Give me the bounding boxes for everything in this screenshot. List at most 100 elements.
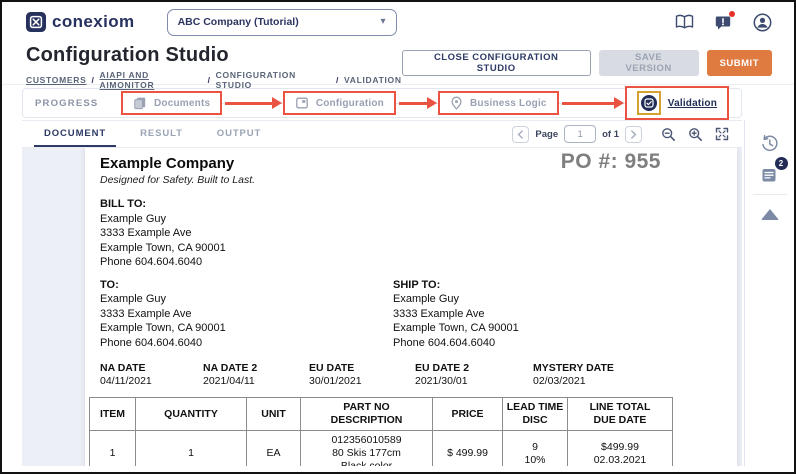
chevron-down-icon: ▾: [380, 16, 386, 27]
breadcrumb-item[interactable]: CUSTOMERS: [26, 75, 87, 85]
date-field: EU DATE 2 2021/30/01: [415, 362, 470, 387]
collapse-button[interactable]: [753, 198, 787, 230]
zoom-out-icon[interactable]: [660, 126, 676, 142]
po-table-cell: $ 499.99: [432, 430, 503, 466]
pagination-controls: Page of 1: [512, 121, 730, 147]
user-account-icon[interactable]: [752, 12, 772, 32]
page-header: Configuration Studio CUSTOMERS / AIAPI AND…: [2, 42, 794, 90]
docs-book-icon[interactable]: [674, 12, 694, 32]
conexiom-logo-icon: [26, 12, 46, 32]
dates-row: NA DATE 04/11/2021 NA DATE 2 2021/04/11 EU D…: [100, 362, 722, 389]
document-viewer: DOCUMENT RESULT OUTPUT Page of 1: [22, 120, 742, 466]
date-field: NA DATE 04/11/2021: [100, 362, 152, 387]
close-configuration-studio-button[interactable]: CLOSE CONFIGURATION STUDIO: [401, 50, 591, 76]
next-page-button[interactable]: [625, 125, 642, 143]
breadcrumb-item[interactable]: AIAPI AND AIMONITOR: [99, 70, 155, 90]
save-version-button: SAVE VERSION: [598, 50, 699, 76]
triangle-up-icon: [760, 208, 779, 220]
po-table-cell: 9 10%: [502, 430, 568, 466]
notifications-icon[interactable]: [713, 11, 735, 32]
document-canvas: Example Company Designed for Safety. Bui…: [22, 148, 742, 466]
history-button[interactable]: [753, 127, 787, 159]
previous-page-button[interactable]: [512, 125, 530, 143]
documents-icon: [134, 97, 146, 110]
ship-to-lines: Example Guy 3333 Example Ave Example Town,…: [393, 293, 519, 349]
po-table-body: 1 1 EA 012356010589 80 Skis 177cm Black color…: [89, 430, 673, 466]
fullscreen-icon[interactable]: [714, 126, 730, 142]
notes-count-badge: 2: [774, 157, 788, 170]
progress-label: PROGRESS: [35, 97, 99, 109]
viewer-section: DOCUMENT RESULT OUTPUT Page of 1: [2, 120, 794, 466]
progress-step-label: Validation: [667, 97, 717, 109]
po-table-header-cell: LINE TOTAL DUE DATE: [567, 397, 673, 431]
po-table-cell: 012356010589 80 Skis 177cm Black color: [300, 430, 433, 466]
po-table-row: 1 1 EA 012356010589 80 Skis 177cm Black color…: [89, 430, 673, 466]
po-table-header-cell: ITEM: [89, 397, 136, 431]
po-line-items-table: ITEM QUANTITY UNIT PART NO DESCRIPTION PRICE L…: [89, 397, 673, 466]
validation-highlight-box: [636, 91, 661, 115]
po-table-cell: $499.99 02.03.2021: [567, 430, 673, 466]
business-logic-icon: [451, 96, 462, 110]
progress-step-documents[interactable]: Documents: [121, 91, 223, 115]
top-bar-icons: [674, 11, 772, 32]
title-block: Configuration Studio CUSTOMERS / AIAPI AND…: [26, 44, 402, 90]
page-of-label: of 1: [602, 128, 619, 140]
progress-step-label: Configuration: [315, 97, 384, 109]
progress-step-configuration[interactable]: Configuration: [282, 91, 396, 115]
company-selector-dropdown[interactable]: ABC Company (Tutorial) ▾: [166, 8, 397, 36]
ship-to-heading: SHIP TO:: [393, 278, 441, 291]
po-table-cell: EA: [246, 430, 301, 466]
zoom-tools: [660, 126, 730, 142]
po-table-cell: 1: [135, 430, 247, 466]
history-icon: [762, 134, 778, 151]
progress-section: PROGRESS Documents Configuration: [2, 84, 794, 120]
bill-to-block: BILL TO: Example Guy 3333 Example Ave Exam…: [100, 197, 722, 270]
tab-output[interactable]: OUTPUT: [216, 127, 262, 139]
po-table-header-cell: LEAD TIME DISC: [502, 397, 568, 431]
bill-to-heading: BILL TO:: [100, 198, 147, 210]
breadcrumb-item: CONFIGURATION STUDIO: [215, 70, 296, 90]
progress-step-label: Business Logic: [469, 97, 547, 109]
right-toolbar: 2: [744, 120, 794, 466]
progress-step-business-logic[interactable]: Business Logic: [437, 91, 559, 115]
company-selector-value: ABC Company (Tutorial): [177, 16, 299, 28]
notification-dot: [729, 11, 735, 17]
conexiom-logo: conexiom: [26, 12, 135, 32]
to-heading: TO:: [100, 278, 119, 291]
viewer-tabs: DOCUMENT RESULT OUTPUT Page of 1: [22, 120, 742, 148]
po-table-header-cell: PRICE: [432, 397, 503, 431]
progress-step-validation[interactable]: Validation: [624, 86, 729, 120]
date-field: MYSTERY DATE 02/03/2021: [533, 362, 614, 387]
ship-to-block: SHIP TO: Example Guy 3333 Example Ave Exam…: [393, 278, 519, 351]
document-tagline: Designed for Safety. Built to Last.: [100, 174, 256, 186]
annotation-arrow: [222, 90, 283, 116]
submit-button[interactable]: SUBMIT: [706, 50, 772, 76]
configuration-icon: [295, 97, 308, 109]
page-number-input[interactable]: [564, 125, 597, 143]
po-table-header-cell: UNIT: [246, 397, 301, 431]
header-actions: CLOSE CONFIGURATION STUDIO SAVE VERSION …: [401, 50, 772, 76]
notes-button[interactable]: 2: [753, 157, 788, 191]
page-label: Page: [535, 128, 559, 140]
breadcrumb-item: VALIDATION: [344, 75, 402, 85]
bill-to-lines: Example Guy 3333 Example Ave Example Town,…: [100, 212, 226, 269]
brand-name: conexiom: [52, 12, 135, 31]
zoom-in-icon[interactable]: [687, 126, 703, 142]
breadcrumb: CUSTOMERS / AIAPI AND AIMONITOR / CONFIGURAT…: [26, 70, 402, 90]
annotation-arrow: [395, 90, 438, 116]
tab-document[interactable]: DOCUMENT: [34, 121, 117, 147]
annotation-arrow: [558, 90, 625, 116]
breadcrumb-separator: /: [335, 75, 340, 85]
to-lines: Example Guy 3333 Example Ave Example Town,…: [100, 293, 226, 349]
purchase-order-page: Example Company Designed for Safety. Bui…: [85, 148, 737, 466]
to-block: TO: Example Guy 3333 Example Ave Example T…: [100, 278, 393, 351]
progress-step-label: Documents: [154, 97, 211, 109]
page-title: Configuration Studio: [26, 44, 229, 66]
po-table-cell: 1: [89, 430, 136, 466]
po-table-header-cell: PART NO DESCRIPTION: [300, 397, 433, 431]
tab-result[interactable]: RESULT: [140, 127, 183, 139]
progress-bar: PROGRESS Documents Configuration: [22, 86, 742, 120]
po-table-header-row: ITEM QUANTITY UNIT PART NO DESCRIPTION PRICE L…: [89, 397, 673, 431]
top-bar: conexiom ABC Company (Tutorial) ▾: [2, 2, 794, 42]
